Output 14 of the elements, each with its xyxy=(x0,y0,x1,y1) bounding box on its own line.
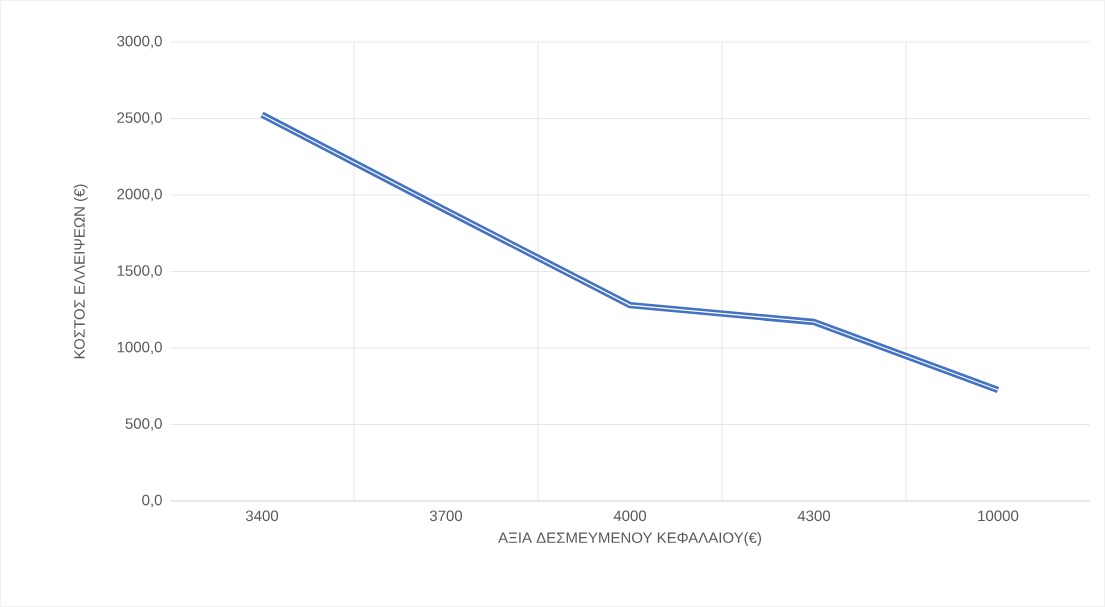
y-tick-label: 3000,0 xyxy=(117,35,162,49)
x-tick-label: 4300 xyxy=(797,510,831,522)
y-axis-title: ΚΟΣΤΟΣ ΕΛΛΕΙΨΕΩΝ (€) xyxy=(73,184,88,359)
x-tick-label: 3400 xyxy=(245,510,279,522)
y-tick-label: 2500,0 xyxy=(117,112,162,125)
y-tick-label: 500,0 xyxy=(125,418,162,431)
x-tick-label: 4000 xyxy=(613,510,647,522)
y-tick-label: 2000,0 xyxy=(117,188,162,202)
x-tick-label: 3700 xyxy=(429,510,463,522)
y-tick-label: 0,0 xyxy=(142,494,162,508)
y-tick-label: 1000,0 xyxy=(117,341,162,355)
x-axis-title: ΑΞΙΑ ΔΕΣΜΕΥΜΕΝΟΥ ΚΕΦΑΛΑΙΟΥ(€) xyxy=(498,532,762,546)
x-tick-label: 10000 xyxy=(978,510,1019,522)
y-tick-label: 1500,0 xyxy=(117,265,162,278)
